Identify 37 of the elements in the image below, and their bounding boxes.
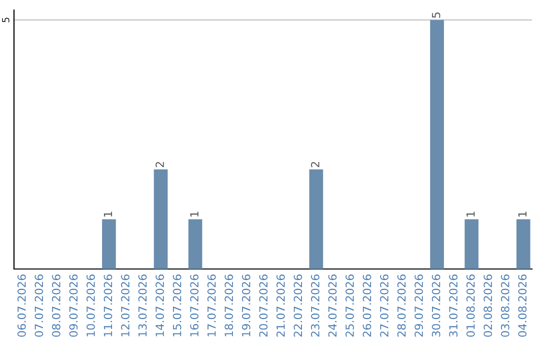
x-tick-label: 04.08.2026 <box>518 274 527 337</box>
x-tick-label: 08.07.2026 <box>52 274 60 337</box>
x-tick-label: 31.07.2026 <box>449 274 458 337</box>
x-tick-label: 11.07.2026 <box>104 274 112 336</box>
x-tick-label: 22.07.2026 <box>294 274 302 337</box>
x-tick-label: 14.07.2026 <box>156 274 164 336</box>
data-label: 1 <box>190 212 198 217</box>
x-tick-label: 25.07.2026 <box>346 274 354 337</box>
x-tick-label: 29.07.2026 <box>414 274 423 337</box>
x-tick-label: 23.07.2026 <box>310 274 320 337</box>
x-tick-label: 01.08.2026 <box>466 274 475 337</box>
x-tick-label: 12.07.2026 <box>121 274 130 336</box>
x-tick-label: 18.07.2026 <box>224 274 234 336</box>
x-tick-label: 21.07.2026 <box>276 274 285 337</box>
x-tick-label: 06.07.2026 <box>17 274 26 337</box>
x-tick-label: 20.07.2026 <box>259 274 268 337</box>
x-tick-label: 03.08.2026 <box>500 274 510 337</box>
data-label: 2 <box>310 162 320 168</box>
x-tick-label: 27.07.2026 <box>380 274 388 337</box>
x-tick-label: 19.07.2026 <box>242 274 250 336</box>
x-tick-label: 10.07.2026 <box>86 274 95 336</box>
x-tick-label: 07.07.2026 <box>34 274 44 337</box>
x-tick-label: 09.07.2026 <box>69 274 78 337</box>
x-tick-label: 16.07.2026 <box>190 274 199 336</box>
x-tick-label: 13.07.2026 <box>138 274 147 336</box>
data-label: 1 <box>104 212 112 217</box>
x-tick-label: 24.07.2026 <box>328 274 337 337</box>
x-tick-label: 28.07.2026 <box>397 274 406 337</box>
x-tick-label: 17.07.2026 <box>207 274 216 336</box>
data-label: 5 <box>432 12 440 18</box>
x-tick-label: 02.08.2026 <box>484 274 492 337</box>
x-tick-label: 30.07.2026 <box>432 274 440 337</box>
data-label: 1 <box>466 212 475 217</box>
x-tick-label: 15.07.2026 <box>172 274 182 336</box>
data-label: 1 <box>518 212 526 217</box>
data-label: 2 <box>156 162 164 168</box>
x-tick-label: 26.07.2026 <box>362 274 372 337</box>
